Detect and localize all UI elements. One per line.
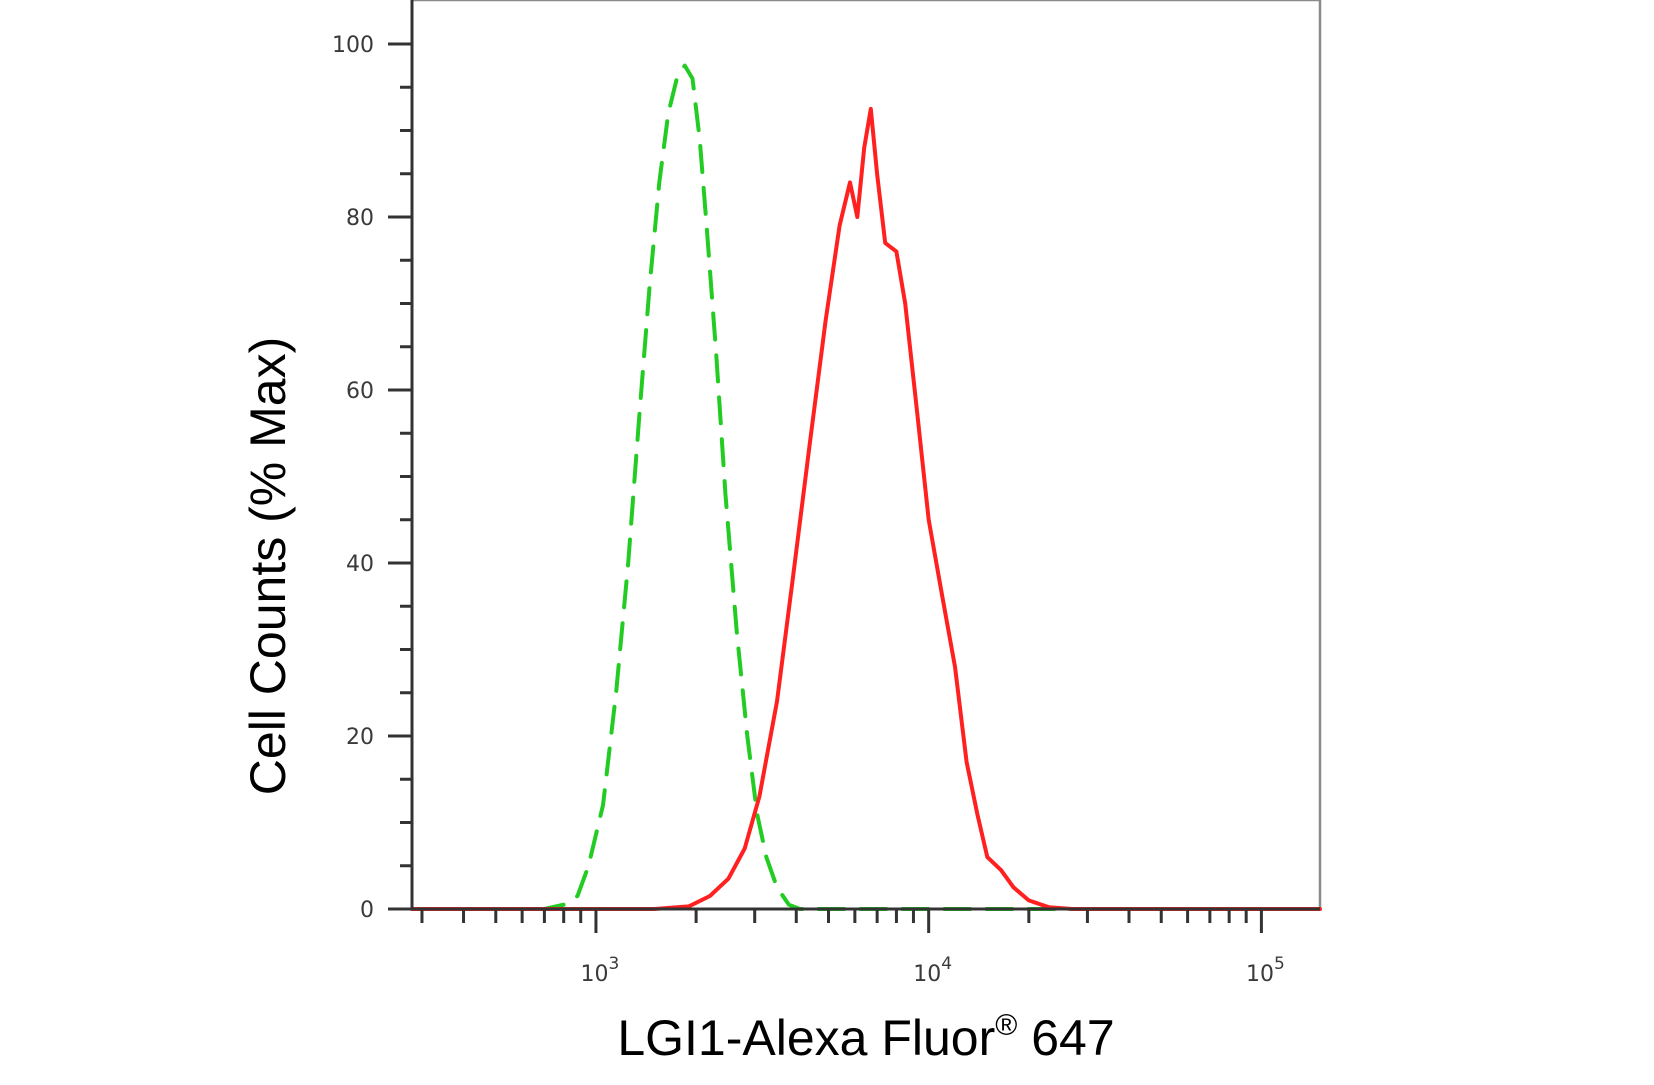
y-axis-title: Cell Counts (% Max)	[240, 337, 296, 795]
x-axis-title-superscript: ®	[995, 1009, 1017, 1042]
y-tick-label: 100	[332, 33, 374, 58]
x-axis-title-main: LGI1-Alexa Fluor	[617, 1010, 995, 1066]
y-tick-label: 40	[346, 552, 374, 577]
y-tick-label: 20	[346, 725, 374, 750]
y-tick-label: 60	[346, 379, 374, 404]
x-ticks: 103 104 105	[420, 909, 1285, 987]
x-tick-label: 103	[581, 954, 620, 987]
series-layer	[410, 63, 1322, 911]
x-tick-label: 105	[1246, 954, 1285, 987]
y-tick-label: 80	[346, 206, 374, 231]
y-ticks: 0 20 40 60 80 100	[332, 33, 412, 923]
x-axis-title-suffix: 647	[1017, 1010, 1114, 1066]
y-tick-label: 0	[360, 898, 374, 923]
control-histogram-line	[410, 63, 1322, 911]
x-tick-label: 104	[913, 954, 952, 987]
sample-histogram-line	[410, 106, 1322, 911]
x-axis-title: LGI1-Alexa Fluor® 647	[617, 1009, 1114, 1066]
